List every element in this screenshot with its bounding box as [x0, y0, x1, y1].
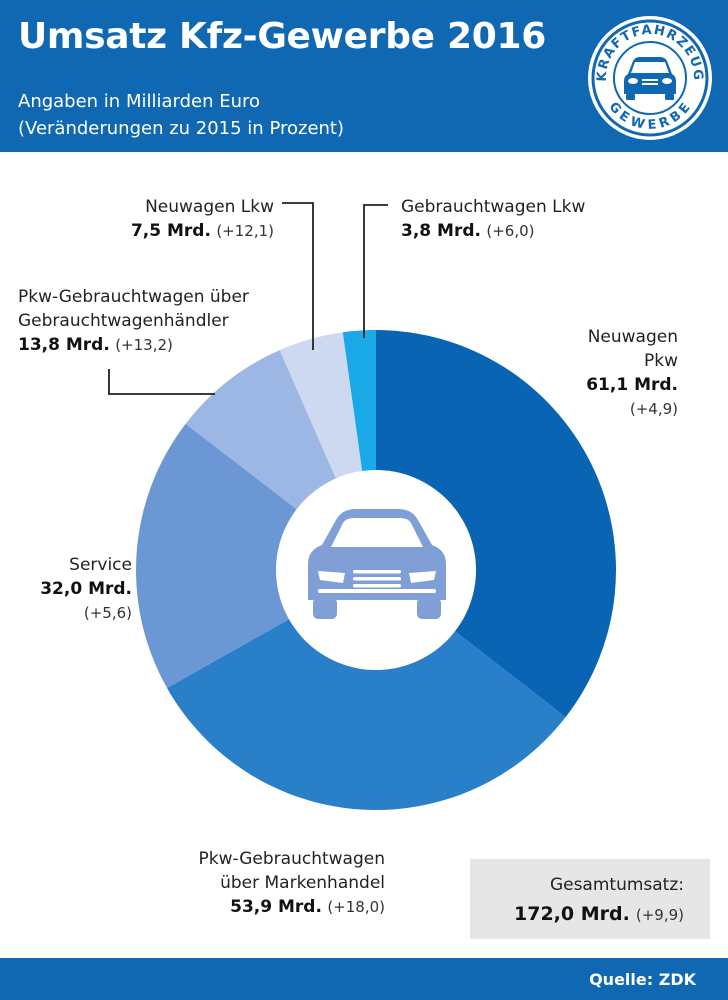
total-box: Gesamtumsatz: 172,0 Mrd. (+9,9)	[470, 859, 710, 939]
subtitle-change-note: (Veränderungen zu 2015 in Prozent)	[18, 118, 345, 139]
logo-car-icon	[624, 57, 676, 100]
label-pkw-markenhandel-name2: über Markenhandel	[220, 873, 385, 893]
slice-service	[136, 423, 376, 688]
total-value-line: 172,0 Mrd. (+9,9)	[514, 903, 684, 925]
label-service-name: Service	[69, 555, 132, 575]
label-gebrauchtwagen-lkw-change: (+6,0)	[486, 222, 535, 240]
total-value: 172,0 Mrd.	[514, 903, 630, 925]
slice-pkw-markenhandel	[167, 570, 566, 810]
label-neuwagen-lkw-value: 7,5 Mrd.	[130, 221, 211, 241]
label-neuwagen-pkw-name2: Pkw	[644, 351, 678, 371]
source-note: Quelle: ZDK	[589, 970, 696, 989]
chart-subtitle: Angaben in Milliarden Euro (Veränderunge…	[18, 88, 344, 142]
label-neuwagen-pkw-change: (+4,9)	[629, 400, 678, 418]
label-neuwagen-lkw-name: Neuwagen Lkw	[145, 197, 274, 217]
label-pkw-markenhandel-value: 53,9 Mrd.	[230, 897, 322, 917]
total-label: Gesamtumsatz:	[549, 875, 684, 895]
leader-line-gebrauchtwagen-lkw	[363, 204, 388, 338]
leader-lines	[108, 202, 388, 395]
leader-line-pkw-gebrauchtwagenhaendler	[108, 369, 215, 395]
slice-neuwagen-pkw	[376, 330, 616, 718]
label-gebrauchtwagen-lkw-value: 3,8 Mrd.	[401, 221, 481, 241]
label-pkw-markenhandel-change: (+18,0)	[327, 898, 385, 916]
total-change: (+9,9)	[635, 906, 684, 924]
label-neuwagen-pkw: Neuwagen Pkw 61,1 Mrd. (+4,9)	[586, 325, 678, 421]
label-neuwagen-lkw: Neuwagen Lkw 7,5 Mrd. (+12,1)	[131, 195, 274, 243]
label-pkw-markenhandel-name1: Pkw-Gebrauchtwagen	[198, 849, 386, 869]
label-neuwagen-pkw-value: 61,1 Mrd.	[586, 375, 678, 395]
label-pkw-gebrauchtwagenhaendler: Pkw-Gebrauchtwagen über Gebrauchtwagenhä…	[18, 285, 249, 357]
leader-line-neuwagen-lkw	[282, 202, 314, 350]
label-pkw-gwh-name2: Gebrauchtwagenhändler	[18, 311, 229, 331]
label-pkw-gwh-name1: Pkw-Gebrauchtwagen über	[18, 287, 249, 307]
kraftfahrzeug-gewerbe-logo: KRAFTFAHRZEUG GEWERBE	[588, 16, 712, 140]
label-pkw-gwh-change: (+13,2)	[115, 336, 173, 354]
label-neuwagen-lkw-change: (+12,1)	[216, 222, 274, 240]
label-service: Service 32,0 Mrd. (+5,6)	[40, 553, 132, 625]
label-gebrauchtwagen-lkw-name: Gebrauchtwagen Lkw	[401, 197, 586, 217]
label-pkw-gwh-value: 13,8 Mrd.	[18, 335, 110, 355]
label-pkw-markenhandel: Pkw-Gebrauchtwagen über Markenhandel 53,…	[199, 847, 386, 919]
chart-title: Umsatz Kfz-Gewerbe 2016	[18, 16, 547, 57]
label-neuwagen-pkw-name1: Neuwagen	[587, 327, 678, 347]
label-service-change: (+5,6)	[83, 604, 132, 622]
label-service-value: 32,0 Mrd.	[40, 579, 132, 599]
car-icon	[308, 509, 446, 619]
footer-banner: Quelle: ZDK	[0, 958, 728, 1000]
label-gebrauchtwagen-lkw: Gebrauchtwagen Lkw 3,8 Mrd. (+6,0)	[401, 195, 585, 243]
header-banner: Umsatz Kfz-Gewerbe 2016 Angaben in Milli…	[0, 0, 728, 152]
subtitle-unit: Angaben in Milliarden Euro	[18, 91, 261, 112]
